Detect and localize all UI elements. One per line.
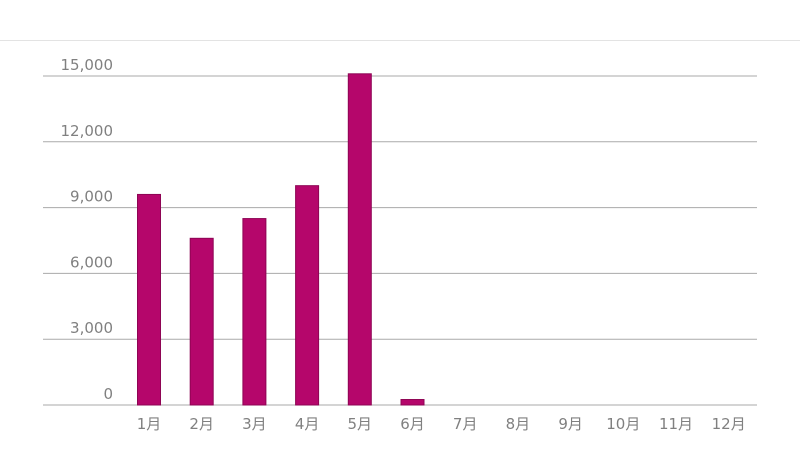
bar-3 bbox=[242, 218, 267, 406]
x-tick-label: 7月 bbox=[453, 415, 478, 433]
bar-4 bbox=[295, 185, 320, 406]
x-tick-label: 5月 bbox=[348, 415, 373, 433]
x-tick-label: 8月 bbox=[506, 415, 531, 433]
x-tick-label: 1月 bbox=[137, 415, 162, 433]
x-axis-ticks: 1月 2月 3月 4月 5月 6月 7月 8月 9月 10月 11月 12月 bbox=[137, 415, 746, 433]
bar-6 bbox=[400, 399, 425, 406]
bars bbox=[137, 73, 425, 406]
x-tick-label: 9月 bbox=[558, 415, 583, 433]
bar-5 bbox=[347, 73, 372, 406]
y-tick-label: 15,000 bbox=[61, 56, 114, 74]
y-tick-label: 0 bbox=[103, 385, 113, 403]
y-tick-label: 9,000 bbox=[70, 188, 113, 206]
y-tick-label: 6,000 bbox=[70, 253, 113, 271]
x-tick-label: 10月 bbox=[606, 415, 640, 433]
x-tick-label: 11月 bbox=[659, 415, 693, 433]
top-divider bbox=[0, 40, 800, 41]
bar-1 bbox=[137, 193, 161, 406]
gridlines bbox=[43, 75, 757, 406]
x-tick-label: 3月 bbox=[242, 415, 267, 433]
x-tick-label: 12月 bbox=[712, 415, 746, 433]
x-tick-label: 4月 bbox=[295, 415, 320, 433]
y-tick-label: 3,000 bbox=[70, 319, 113, 337]
y-axis-ticks: 0 3,000 6,000 9,000 12,000 15,000 bbox=[61, 56, 114, 403]
bar-2 bbox=[189, 237, 214, 406]
x-tick-label: 6月 bbox=[400, 415, 425, 433]
x-tick-label: 2月 bbox=[189, 415, 214, 433]
y-tick-label: 12,000 bbox=[61, 122, 114, 140]
